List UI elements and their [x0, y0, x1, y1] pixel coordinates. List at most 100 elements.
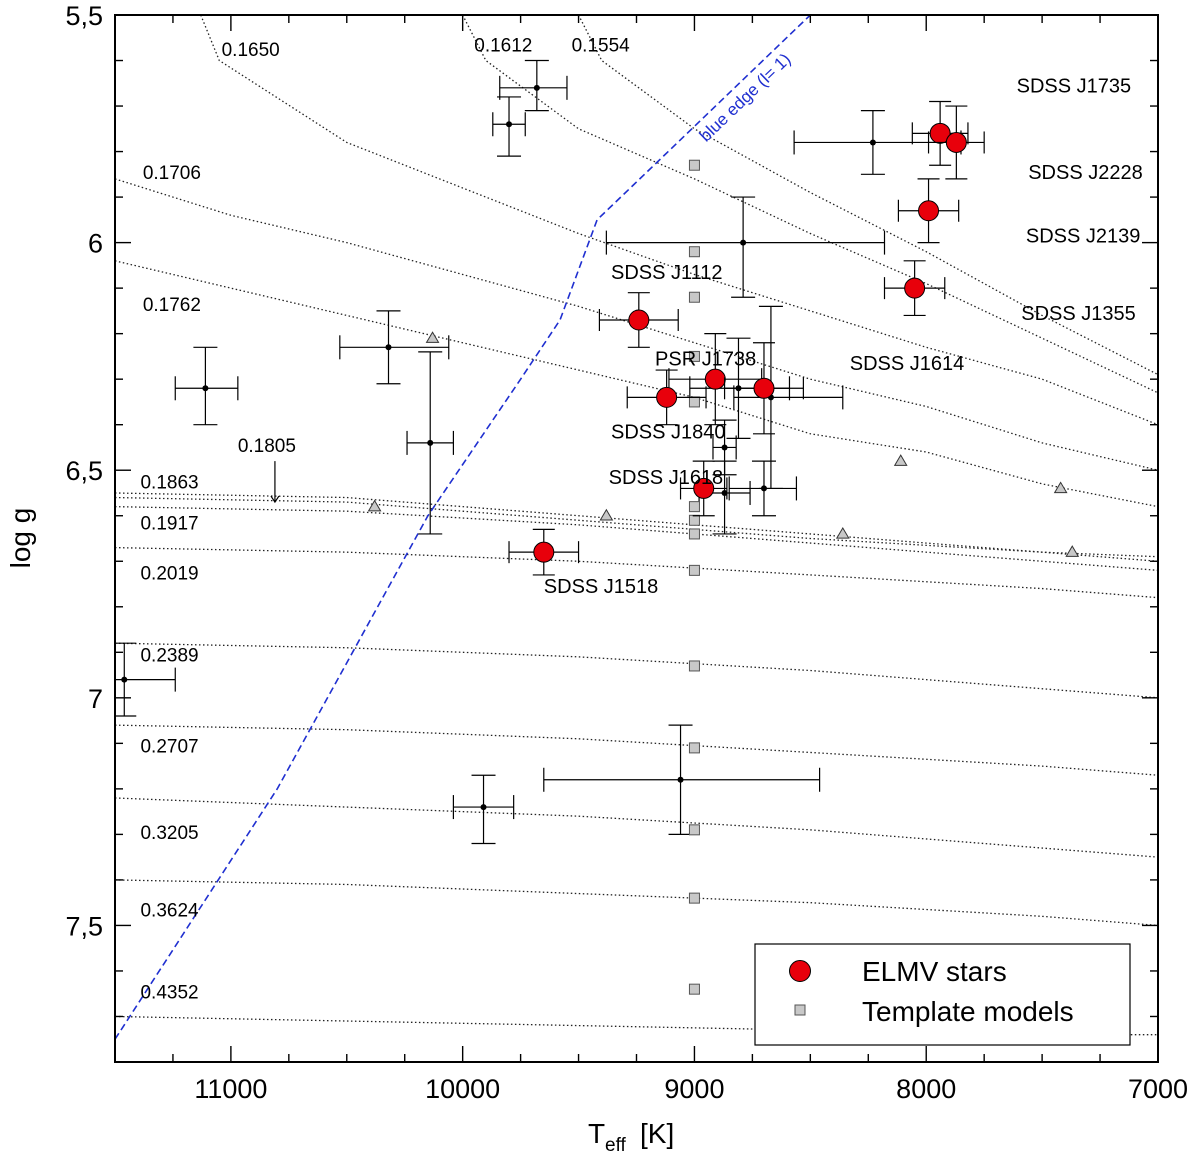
triangle-model-2 — [599, 508, 614, 521]
y-tick-label-3: 7 — [88, 684, 103, 714]
track-label-10: 0.2707 — [140, 736, 198, 757]
elmv-star-0 — [929, 122, 951, 144]
x-axis-title-subscript: eff — [605, 1135, 627, 1154]
elmv-star-6 — [753, 377, 775, 399]
elmv-star-9 — [533, 541, 555, 563]
track-label-12: 0.3624 — [140, 900, 199, 921]
template-model-1 — [688, 246, 700, 258]
track-0.1805 — [115, 496, 1158, 558]
triangle-model-7 — [1065, 545, 1080, 557]
elmv-label-7: SDSS J1840 — [611, 421, 726, 443]
x-tick-label-2: 9000 — [664, 1074, 724, 1104]
track-0.1706 — [115, 178, 1158, 471]
elmv-label-4: SDSS J1112 — [611, 262, 723, 284]
template-model-13 — [688, 983, 700, 995]
elmv-label-2: SDSS J2139 — [1026, 226, 1141, 248]
elmv-star-2 — [918, 200, 940, 222]
wd-point-11 — [728, 460, 798, 517]
wd-point-8 — [733, 305, 844, 490]
axes: 11000 10000 9000 8000 7000 5,5 6 6,5 7 7,5 — [65, 1, 1188, 1104]
data-points — [115, 59, 1080, 995]
elmv-star-5 — [704, 368, 726, 390]
template-model-5 — [688, 501, 700, 513]
wd-point-14 — [452, 774, 515, 845]
track-label-2: 0.1554 — [572, 35, 631, 56]
elmv-label-3: SDSS J1355 — [1021, 303, 1136, 325]
elmv-star-1 — [945, 131, 967, 153]
track-0.2019 — [115, 546, 1158, 599]
elmv-label-8: SDSS J1618 — [609, 467, 724, 489]
elmv-star-7 — [656, 386, 678, 408]
track-0.4352 — [115, 1015, 1158, 1036]
track-label-3: 0.1706 — [143, 163, 201, 184]
template-model-4 — [688, 396, 700, 408]
x-tick-label-3: 8000 — [896, 1074, 956, 1104]
track-0.2389 — [115, 642, 1158, 699]
blue-edge-label: blue edge (l= 1) — [696, 50, 795, 146]
wd-point-6 — [406, 351, 454, 535]
y-tick-label-1: 6 — [88, 229, 103, 259]
template-model-6 — [688, 514, 700, 526]
track-label-9: 0.2389 — [140, 645, 198, 666]
arrow-1805-head — [270, 495, 280, 504]
template-model-8 — [688, 564, 700, 576]
elmv-label-9: SDSS J1518 — [544, 576, 659, 598]
template-model-2 — [688, 291, 700, 303]
elmv-label-0: SDSS J1735 — [1017, 75, 1132, 97]
legend: ELMV stars Template models — [754, 943, 1131, 1046]
template-model-9 — [688, 660, 700, 672]
annotations: blue edge (l= 1) SDSS J1735 SDSS J2228 SDSS… — [140, 35, 1142, 1003]
template-model-12 — [688, 892, 700, 904]
blue-edge-layer — [115, 15, 811, 1040]
elmv-star-4 — [628, 309, 650, 331]
template-model-3 — [688, 350, 700, 362]
plot-frame — [114, 14, 1159, 1063]
x-axis-title-unit: [K] — [640, 1118, 674, 1149]
y-axis-title: log g — [5, 508, 36, 569]
legend-elmv-label: ELMV stars — [862, 956, 1007, 987]
wd-point-13 — [543, 724, 821, 835]
wd-point-3 — [605, 196, 886, 298]
triangle-model-1 — [367, 499, 382, 512]
elmv-label-1: SDSS J2228 — [1028, 162, 1143, 184]
wd-point-5 — [174, 346, 239, 426]
wd-point-4 — [339, 310, 450, 385]
triangle-model-0 — [425, 331, 440, 343]
track-0.2707 — [115, 724, 1158, 776]
track-label-5: 0.1805 — [238, 436, 296, 457]
triangle-model-5 — [893, 454, 908, 466]
x-axis-title-main: T — [588, 1118, 605, 1149]
track-0.1650 — [200, 15, 1158, 426]
elmv-label-5: PSR J1738 — [655, 349, 756, 371]
template-model-7 — [688, 528, 700, 540]
track-0.1612 — [462, 15, 1158, 394]
elmv-star-8 — [693, 477, 715, 499]
elmv-label-6: SDSS J1614 — [850, 353, 965, 375]
template-model-10 — [688, 742, 700, 754]
track-label-11: 0.3205 — [140, 823, 198, 844]
track-0.3205 — [115, 797, 1158, 858]
track-label-0: 0.1650 — [222, 40, 280, 61]
elmv-star-3 — [904, 277, 926, 299]
track-0.1917 — [115, 505, 1158, 572]
template-model-11 — [688, 824, 700, 836]
track-label-1: 0.1612 — [474, 35, 532, 56]
wd-point-12 — [115, 642, 176, 717]
triangle-model-4 — [835, 526, 850, 539]
wd-point-1 — [492, 96, 526, 157]
track-0.3624 — [115, 879, 1158, 927]
x-tick-label-4: 7000 — [1128, 1074, 1188, 1104]
track-label-4: 0.1762 — [143, 295, 201, 316]
wd-point-0 — [499, 59, 568, 112]
legend-template-marker — [794, 1004, 806, 1016]
legend-elmv-marker — [789, 960, 811, 982]
x-axis-title: T eff [K] — [588, 1118, 674, 1154]
track-0.1554 — [577, 15, 1158, 376]
y-tick-label-4: 7,5 — [65, 911, 103, 941]
track-label-8: 0.2019 — [140, 563, 198, 584]
x-tick-label-1: 10000 — [425, 1074, 500, 1104]
track-label-7: 0.1917 — [140, 513, 198, 534]
evolutionary-tracks — [115, 15, 1158, 1036]
y-tick-label-2: 6,5 — [65, 456, 103, 486]
